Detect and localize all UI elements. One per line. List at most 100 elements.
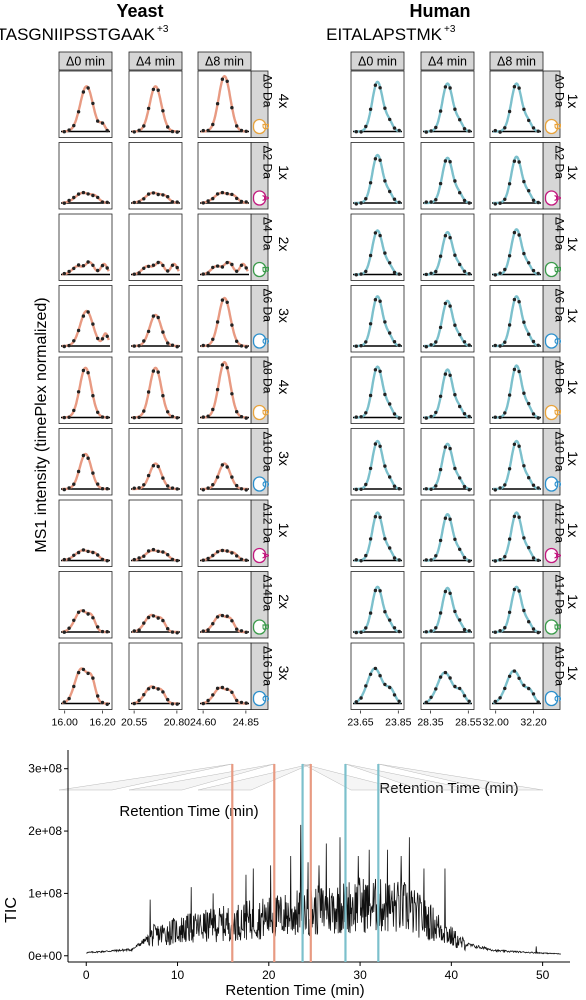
yeast-data-point xyxy=(146,106,151,111)
yeast-data-point xyxy=(76,328,81,333)
human-panel xyxy=(489,356,544,424)
human-data-point xyxy=(512,587,517,592)
y-axis-label-ms1: MS1 intensity (timePlex normalized) xyxy=(33,297,50,552)
yeast-data-point xyxy=(151,685,156,690)
human-data-point xyxy=(462,340,467,344)
yeast-data-point xyxy=(137,486,141,490)
yeast-data-point xyxy=(100,121,105,125)
yeast-data-point xyxy=(206,128,210,133)
yeast-data-point xyxy=(100,200,105,204)
human-data-point xyxy=(443,372,448,376)
yeast-data-point xyxy=(96,119,100,123)
yeast-data-point xyxy=(175,345,179,349)
yeast-data-point xyxy=(91,101,95,106)
yeast-data-point xyxy=(201,415,205,419)
yeast-panel xyxy=(128,213,183,281)
yeast-data-point xyxy=(206,344,210,348)
human-data-point xyxy=(378,674,382,678)
yeast-data-point xyxy=(96,195,100,200)
human-data-point xyxy=(458,476,462,480)
human-data-point xyxy=(434,269,438,274)
human-data-point xyxy=(512,367,517,372)
human-col-strip-label: Δ0 min xyxy=(358,55,397,69)
yeast-data-point xyxy=(230,106,234,110)
human-data-point xyxy=(364,269,368,274)
yeast-data-point xyxy=(72,123,76,128)
human-data-point xyxy=(388,117,392,122)
human-data-point xyxy=(507,109,512,114)
yeast-data-point xyxy=(206,414,210,418)
human-data-point xyxy=(392,484,397,488)
human-data-point xyxy=(462,627,467,632)
human-data-point xyxy=(498,201,502,205)
yeast-data-point xyxy=(230,619,234,623)
yeast-ratio-label: 4x xyxy=(276,94,292,109)
human-data-point xyxy=(531,692,536,696)
human-panel xyxy=(420,142,475,210)
yeast-data-point xyxy=(86,371,90,375)
yeast-data-point xyxy=(201,128,205,133)
yeast-data-point xyxy=(161,330,165,334)
human-data-point xyxy=(354,344,358,348)
human-data-point xyxy=(512,85,517,89)
human-data-point xyxy=(503,686,507,691)
human-data-point xyxy=(503,626,507,630)
human-data-point xyxy=(443,301,448,306)
yeast-data-point xyxy=(100,263,105,268)
yeast-panel: Yeast TASGNIIPSSTGAAK +3 Retention Time … xyxy=(0,1,292,820)
yeast-data-point xyxy=(100,415,105,419)
human-data-point xyxy=(522,536,526,540)
yeast-data-point xyxy=(244,200,248,204)
human-data-point xyxy=(517,300,521,304)
human-panel xyxy=(489,142,544,210)
yeast-data-point xyxy=(81,667,86,672)
yeast-data-point xyxy=(166,195,170,199)
yeast-data-point xyxy=(81,264,86,268)
human-data-point xyxy=(354,630,358,635)
yeast-data-point xyxy=(244,129,248,133)
human-data-point xyxy=(397,558,401,562)
human-data-point xyxy=(434,626,438,630)
yeast-data-point xyxy=(175,265,179,270)
human-data-point xyxy=(383,537,387,541)
human-data-point xyxy=(438,325,443,330)
yeast-data-point xyxy=(225,614,229,618)
human-data-point xyxy=(424,558,428,562)
yeast-badge-letter: A xyxy=(261,195,271,202)
yeast-data-point xyxy=(137,128,141,132)
human-data-point xyxy=(467,201,471,205)
yeast-data-point xyxy=(244,701,248,705)
human-data-point xyxy=(364,197,368,201)
human-data-point xyxy=(498,629,502,633)
yeast-panel xyxy=(58,499,113,567)
yeast-data-point xyxy=(105,200,109,204)
yeast-data-point xyxy=(96,410,100,414)
human-data-point xyxy=(388,618,392,622)
yeast-data-point xyxy=(225,300,229,304)
human-data-point xyxy=(462,484,467,489)
human-ratio-label: 1x xyxy=(565,594,581,609)
yeast-data-point xyxy=(230,262,234,267)
human-data-point xyxy=(397,343,401,347)
yeast-data-point xyxy=(244,630,248,634)
yeast-x-tick-label: 24.85 xyxy=(233,717,259,729)
yeast-data-point xyxy=(239,487,244,491)
human-data-point xyxy=(467,414,471,419)
connector-wedge xyxy=(197,763,311,791)
human-x-tick-label: 23.85 xyxy=(385,717,411,729)
human-ratio-label: 1x xyxy=(565,237,581,252)
yeast-data-point xyxy=(211,265,215,270)
yeast-data-point xyxy=(146,473,151,478)
human-badge xyxy=(544,404,559,421)
human-data-point xyxy=(359,559,363,563)
yeast-data-point xyxy=(175,130,179,134)
human-data-point xyxy=(397,699,401,703)
human-data-point xyxy=(453,253,457,257)
human-data-point xyxy=(373,515,378,519)
human-data-point xyxy=(527,686,531,691)
human-badge xyxy=(544,690,559,707)
yeast-data-point xyxy=(146,329,151,334)
human-data-point xyxy=(458,332,462,337)
yeast-data-point xyxy=(62,630,66,634)
human-data-point xyxy=(397,487,401,491)
